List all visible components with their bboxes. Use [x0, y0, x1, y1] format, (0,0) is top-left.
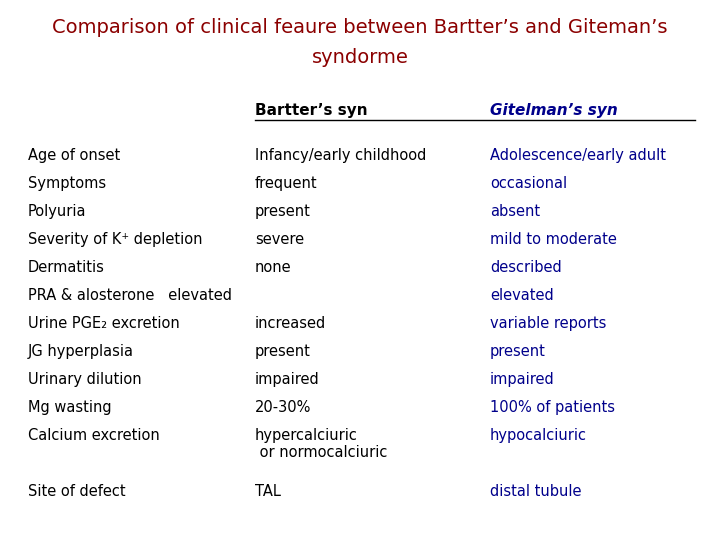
Text: impaired: impaired: [255, 372, 320, 387]
Text: Comparison of clinical feaure between Bartter’s and Giteman’s: Comparison of clinical feaure between Ba…: [53, 18, 667, 37]
Text: variable reports: variable reports: [490, 316, 606, 331]
Text: Mg wasting: Mg wasting: [28, 400, 112, 415]
Text: Polyuria: Polyuria: [28, 204, 86, 219]
Text: Age of onset: Age of onset: [28, 148, 120, 163]
Text: distal tubule: distal tubule: [490, 484, 582, 499]
Text: mild to moderate: mild to moderate: [490, 232, 617, 247]
Text: present: present: [255, 344, 311, 359]
Text: Dermatitis: Dermatitis: [28, 260, 105, 275]
Text: Bartter’s syn: Bartter’s syn: [255, 103, 368, 118]
Text: Infancy/early childhood: Infancy/early childhood: [255, 148, 426, 163]
Text: Symptoms: Symptoms: [28, 176, 106, 191]
Text: syndorme: syndorme: [312, 48, 408, 67]
Text: TAL: TAL: [255, 484, 281, 499]
Text: 100% of patients: 100% of patients: [490, 400, 615, 415]
Text: frequent: frequent: [255, 176, 318, 191]
Text: Gitelman’s syn: Gitelman’s syn: [490, 103, 618, 118]
Text: PRA & alosterone   elevated: PRA & alosterone elevated: [28, 288, 232, 303]
Text: increased: increased: [255, 316, 326, 331]
Text: Urinary dilution: Urinary dilution: [28, 372, 142, 387]
Text: impaired: impaired: [490, 372, 554, 387]
Text: absent: absent: [490, 204, 540, 219]
Text: hypercalciuric
 or normocalciuric: hypercalciuric or normocalciuric: [255, 428, 387, 461]
Text: Severity of K⁺ depletion: Severity of K⁺ depletion: [28, 232, 202, 247]
Text: present: present: [255, 204, 311, 219]
Text: Site of defect: Site of defect: [28, 484, 125, 499]
Text: severe: severe: [255, 232, 304, 247]
Text: hypocalciuric: hypocalciuric: [490, 428, 587, 443]
Text: Adolescence/early adult: Adolescence/early adult: [490, 148, 666, 163]
Text: none: none: [255, 260, 292, 275]
Text: 20-30%: 20-30%: [255, 400, 311, 415]
Text: Calcium excretion: Calcium excretion: [28, 428, 160, 443]
Text: JG hyperplasia: JG hyperplasia: [28, 344, 134, 359]
Text: present: present: [490, 344, 546, 359]
Text: described: described: [490, 260, 562, 275]
Text: occasional: occasional: [490, 176, 567, 191]
Text: Urine PGE₂ excretion: Urine PGE₂ excretion: [28, 316, 180, 331]
Text: elevated: elevated: [490, 288, 554, 303]
